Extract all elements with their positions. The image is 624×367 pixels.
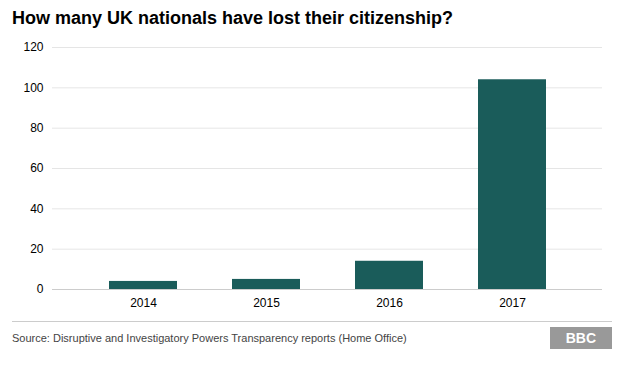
html-text:BBC: BBC bbox=[565, 330, 596, 346]
svg-text:2017: 2017 bbox=[499, 296, 526, 310]
svg-text:60: 60 bbox=[30, 161, 44, 175]
svg-text:80: 80 bbox=[30, 121, 44, 135]
svg-text:40: 40 bbox=[30, 202, 44, 216]
svg-text:20: 20 bbox=[30, 242, 44, 256]
svg-text:2014: 2014 bbox=[130, 296, 157, 310]
svg-text:0: 0 bbox=[37, 282, 44, 296]
svg-text:120: 120 bbox=[23, 40, 43, 54]
svg-text:2016: 2016 bbox=[376, 296, 403, 310]
svg-text:100: 100 bbox=[23, 81, 43, 95]
svg-text:2015: 2015 bbox=[253, 296, 280, 310]
html-text:Source: Disruptive and Investi: Source: Disruptive and Investigatory Pow… bbox=[12, 332, 407, 344]
html-text:How many UK nationals have los: How many UK nationals have lost their ci… bbox=[12, 8, 454, 28]
